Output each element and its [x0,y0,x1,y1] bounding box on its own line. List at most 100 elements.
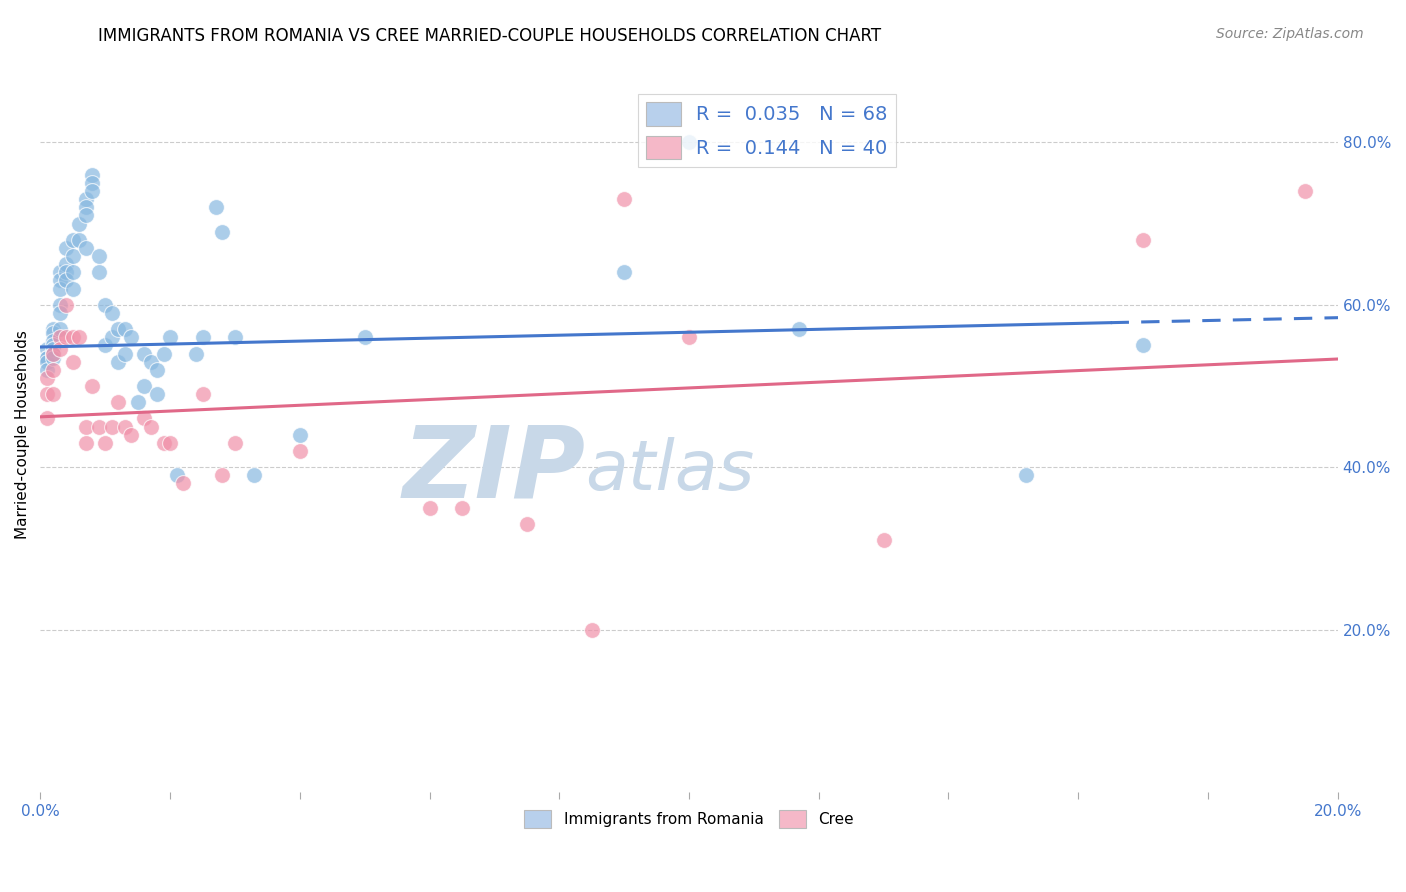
Point [62,330,84,344]
Point [49,265,72,279]
Point [75,192,97,206]
Point [42,363,65,377]
Text: IMMIGRANTS FROM ROMANIA VS CREE MARRIED-COUPLE HOUSEHOLDS CORRELATION CHART: IMMIGRANTS FROM ROMANIA VS CREE MARRIED-… [98,27,882,45]
Point [35,371,58,385]
Y-axis label: Married-couple Households: Married-couple Households [15,330,30,539]
Point [146,387,169,401]
Point [42,387,65,401]
Point [94,298,117,312]
Point [107,395,129,409]
Point [42,338,65,352]
Point [159,435,181,450]
Point [55,298,77,312]
Point [42,346,65,360]
Point [159,330,181,344]
Point [100,419,122,434]
Point [224,435,246,450]
Point [288,444,311,458]
Point [42,334,65,349]
Point [75,241,97,255]
Point [146,363,169,377]
Point [35,387,58,401]
Point [35,351,58,365]
Point [787,322,810,336]
Point [87,419,110,434]
Point [114,419,136,434]
Point [82,184,104,198]
Point [191,330,214,344]
Point [62,354,84,368]
Point [67,330,90,344]
Point [75,435,97,450]
Point [55,330,77,344]
Point [42,326,65,341]
Point [172,476,194,491]
Point [353,330,375,344]
Point [75,200,97,214]
Point [211,225,233,239]
Point [49,343,72,357]
Point [35,351,58,365]
Point [152,435,174,450]
Point [55,257,77,271]
Point [62,233,84,247]
Text: atlas: atlas [585,437,755,504]
Point [114,322,136,336]
Point [42,343,65,357]
Point [75,209,97,223]
Point [166,468,188,483]
Point [139,354,162,368]
Point [107,322,129,336]
Point [35,363,58,377]
Point [1294,184,1316,198]
Point [191,387,214,401]
Point [134,411,156,425]
Point [127,395,149,409]
Point [35,343,58,357]
Point [49,273,72,287]
Point [581,623,603,637]
Point [120,427,142,442]
Point [55,241,77,255]
Point [184,346,207,360]
Point [42,346,65,360]
Point [139,419,162,434]
Point [419,500,441,515]
Legend: Immigrants from Romania, Cree: Immigrants from Romania, Cree [517,804,860,834]
Point [49,298,72,312]
Point [120,330,142,344]
Point [62,265,84,279]
Text: Source: ZipAtlas.com: Source: ZipAtlas.com [1216,27,1364,41]
Point [114,346,136,360]
Point [678,330,700,344]
Point [1132,233,1154,247]
Point [75,419,97,434]
Point [224,330,246,344]
Point [82,168,104,182]
Point [134,346,156,360]
Point [134,379,156,393]
Point [211,468,233,483]
Point [62,249,84,263]
Point [204,200,226,214]
Point [55,265,77,279]
Point [100,330,122,344]
Point [35,354,58,368]
Point [67,217,90,231]
Point [1132,338,1154,352]
Point [100,306,122,320]
Point [42,351,65,365]
Point [67,233,90,247]
Point [288,427,311,442]
Point [1015,468,1038,483]
Point [678,136,700,150]
Point [613,265,636,279]
Point [613,192,636,206]
Point [94,435,117,450]
Point [49,330,72,344]
Point [87,249,110,263]
Point [872,533,894,548]
Text: ZIP: ZIP [402,422,585,519]
Point [62,281,84,295]
Point [94,338,117,352]
